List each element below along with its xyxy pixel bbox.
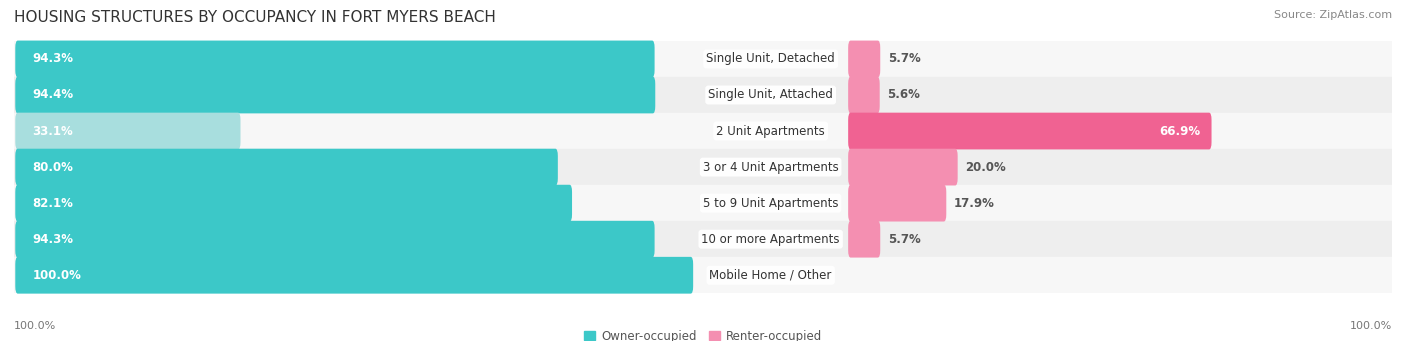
Text: 10 or more Apartments: 10 or more Apartments [702, 233, 839, 246]
Text: 5.6%: 5.6% [887, 89, 920, 102]
Bar [14, 41, 1392, 77]
FancyBboxPatch shape [848, 149, 957, 186]
Bar [14, 113, 1392, 149]
FancyBboxPatch shape [15, 257, 693, 294]
FancyBboxPatch shape [848, 77, 880, 113]
Text: 100.0%: 100.0% [32, 269, 82, 282]
Text: 17.9%: 17.9% [953, 197, 994, 210]
Bar [14, 221, 1392, 257]
FancyBboxPatch shape [848, 41, 880, 77]
FancyBboxPatch shape [15, 77, 655, 113]
Text: 33.1%: 33.1% [32, 124, 73, 137]
Text: 5 to 9 Unit Apartments: 5 to 9 Unit Apartments [703, 197, 838, 210]
Text: Mobile Home / Other: Mobile Home / Other [710, 269, 832, 282]
Text: 100.0%: 100.0% [1350, 321, 1392, 331]
Text: 5.7%: 5.7% [887, 53, 921, 65]
Text: 80.0%: 80.0% [32, 161, 73, 174]
Text: 82.1%: 82.1% [32, 197, 73, 210]
Text: 94.4%: 94.4% [32, 89, 73, 102]
FancyBboxPatch shape [848, 113, 1212, 149]
Text: 2 Unit Apartments: 2 Unit Apartments [716, 124, 825, 137]
FancyBboxPatch shape [848, 221, 880, 257]
Bar [14, 77, 1392, 113]
FancyBboxPatch shape [15, 41, 655, 77]
Text: 94.3%: 94.3% [32, 53, 73, 65]
Text: 5.7%: 5.7% [887, 233, 921, 246]
Text: 94.3%: 94.3% [32, 233, 73, 246]
Bar [14, 257, 1392, 293]
Text: Source: ZipAtlas.com: Source: ZipAtlas.com [1274, 10, 1392, 20]
Bar [14, 185, 1392, 221]
FancyBboxPatch shape [848, 185, 946, 222]
FancyBboxPatch shape [15, 221, 655, 257]
FancyBboxPatch shape [15, 149, 558, 186]
Text: Single Unit, Attached: Single Unit, Attached [709, 89, 834, 102]
Text: Single Unit, Detached: Single Unit, Detached [706, 53, 835, 65]
Text: 100.0%: 100.0% [14, 321, 56, 331]
FancyBboxPatch shape [15, 113, 240, 149]
Text: 20.0%: 20.0% [965, 161, 1005, 174]
Bar [14, 149, 1392, 185]
Text: HOUSING STRUCTURES BY OCCUPANCY IN FORT MYERS BEACH: HOUSING STRUCTURES BY OCCUPANCY IN FORT … [14, 10, 496, 25]
Text: 66.9%: 66.9% [1160, 124, 1201, 137]
Text: 3 or 4 Unit Apartments: 3 or 4 Unit Apartments [703, 161, 838, 174]
FancyBboxPatch shape [15, 185, 572, 222]
Legend: Owner-occupied, Renter-occupied: Owner-occupied, Renter-occupied [583, 330, 823, 341]
